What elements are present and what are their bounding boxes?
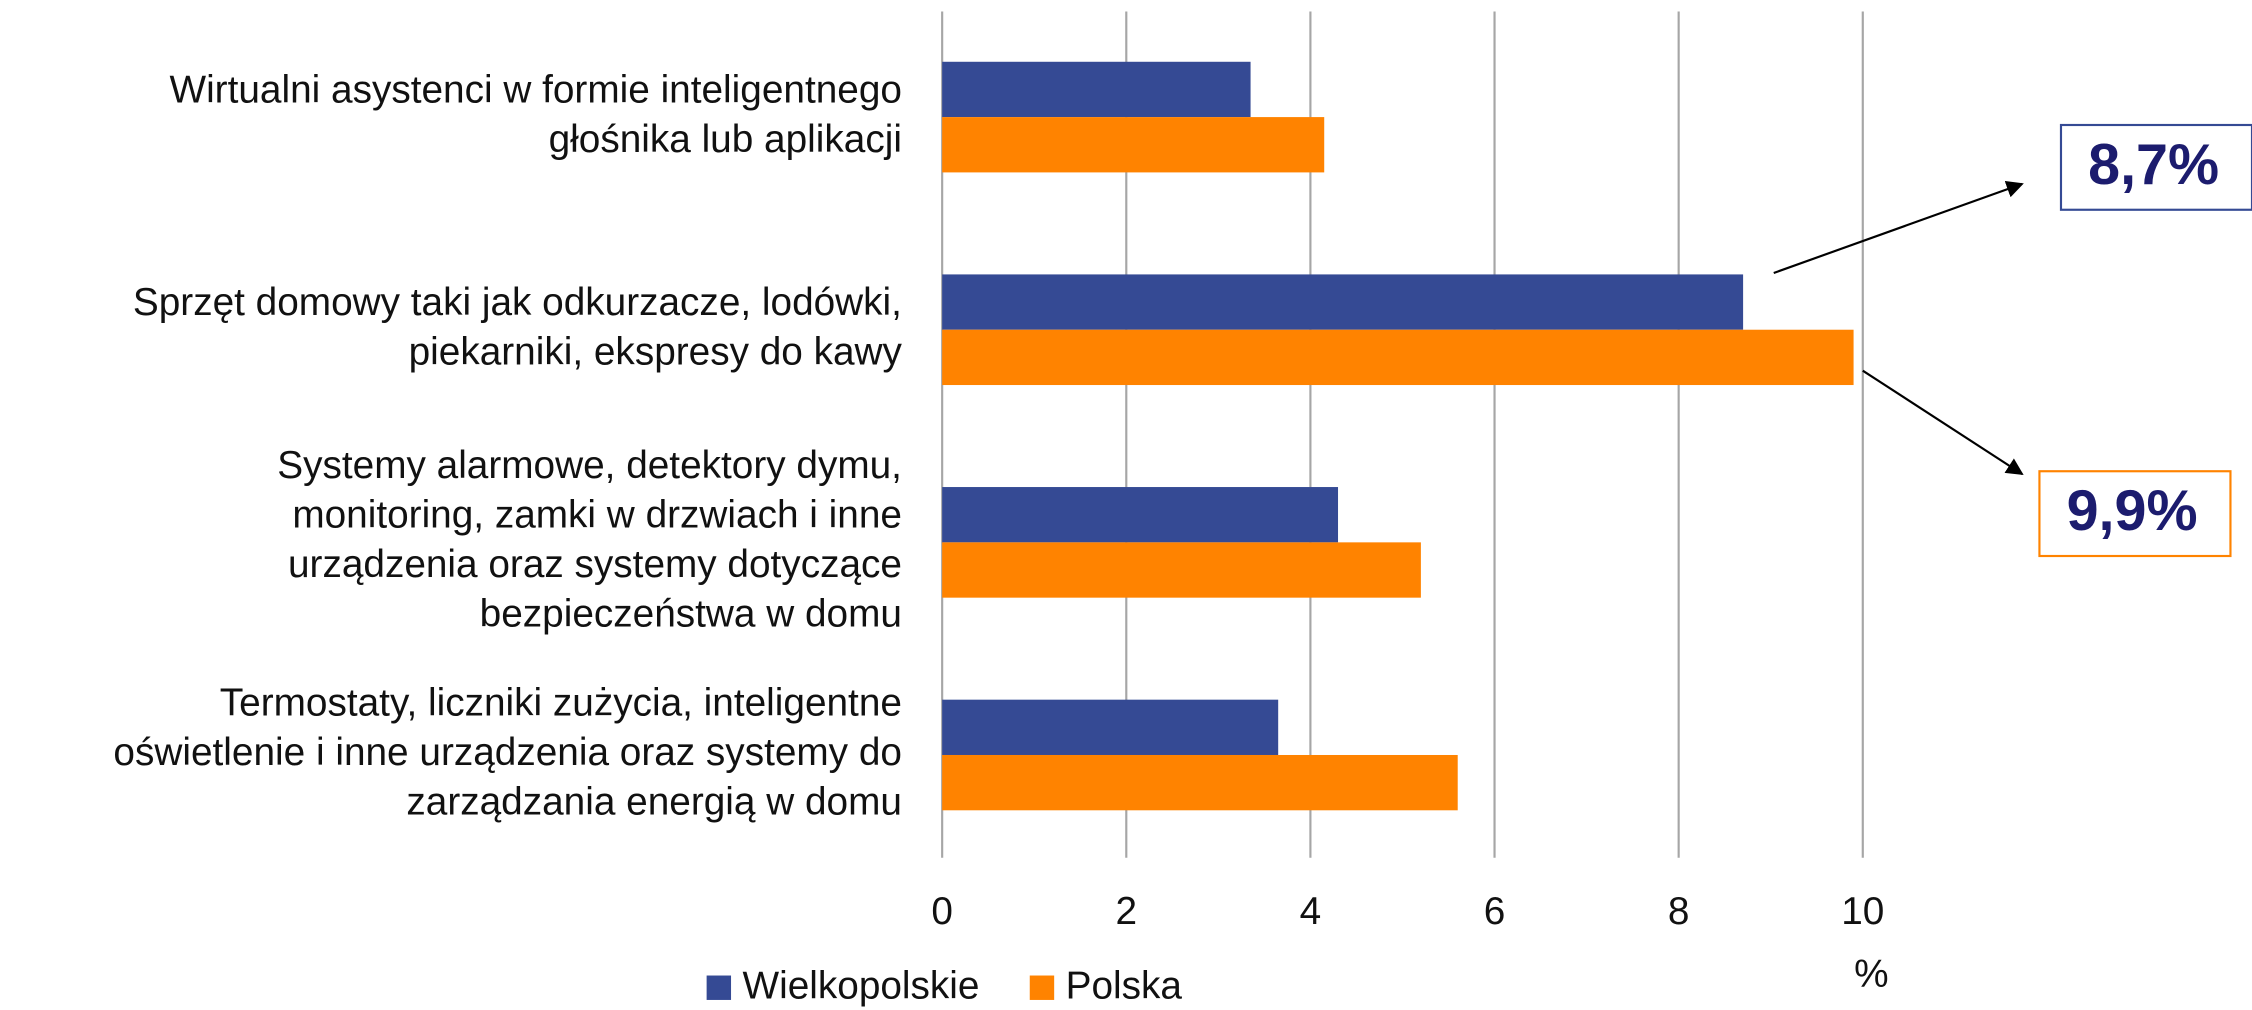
arrow xyxy=(1773,181,2024,274)
legend-label: Wielkopolskie xyxy=(743,965,980,1008)
x-tick-label: 10 xyxy=(1841,890,1884,933)
legend-label: Polska xyxy=(1066,965,1183,1008)
bar xyxy=(942,487,1339,543)
x-axis-label: % xyxy=(1854,953,1888,996)
bar xyxy=(942,117,1325,173)
bar xyxy=(942,61,1251,118)
bar xyxy=(942,329,1854,386)
bar xyxy=(942,754,1458,811)
x-tick-label: 4 xyxy=(1300,890,1322,933)
x-tick-label: 0 xyxy=(931,890,953,933)
bar xyxy=(942,274,1744,330)
legend-swatch xyxy=(706,975,732,1000)
bar xyxy=(942,699,1279,755)
value-label: 9,9% xyxy=(2067,479,2198,543)
arrow xyxy=(1862,369,2024,476)
x-tick-label: 6 xyxy=(1484,890,1506,933)
y-tick-label: Sprzęt domowy taki jak odkurzacze, lodów… xyxy=(133,281,903,374)
y-tick-label: Termostaty, liczniki zużycia, inteligent… xyxy=(113,682,902,824)
callout-box xyxy=(2038,470,2232,558)
x-tick-label: 8 xyxy=(1668,890,1690,933)
bar xyxy=(942,542,1421,598)
x-tick-label: 2 xyxy=(1116,890,1138,933)
legend-swatch xyxy=(1029,975,1055,1000)
y-tick-label: Systemy alarmowe, detektory dymu, monitor… xyxy=(277,444,902,636)
value-label: 8,7% xyxy=(2088,133,2219,197)
y-tick-label: Wirtualni asystenci w formie inteligentn… xyxy=(169,69,901,162)
callout-box xyxy=(2059,123,2252,211)
